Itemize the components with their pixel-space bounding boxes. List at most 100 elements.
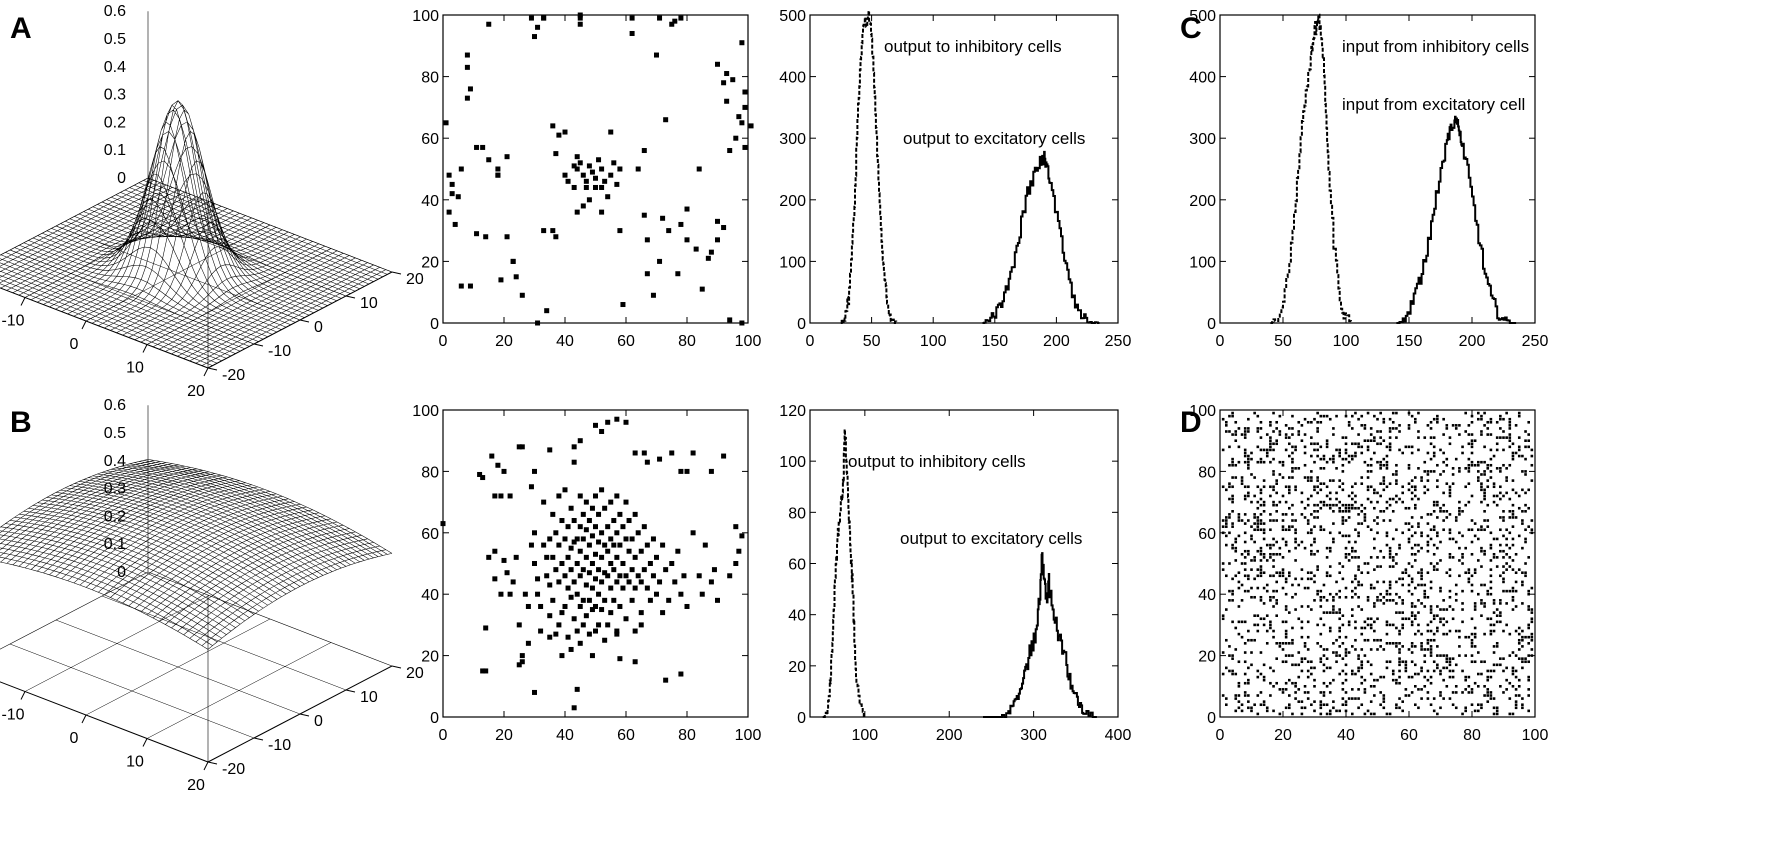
data-point bbox=[1436, 568, 1439, 571]
data-point bbox=[1269, 494, 1272, 498]
data-point bbox=[1291, 595, 1294, 599]
data-point bbox=[1366, 497, 1370, 501]
data-point bbox=[1454, 457, 1458, 461]
data-point bbox=[1495, 709, 1499, 713]
data-point bbox=[565, 554, 571, 560]
data-point bbox=[1436, 645, 1439, 648]
data-point bbox=[1291, 519, 1294, 522]
data-point bbox=[1489, 586, 1493, 590]
data-point bbox=[1477, 672, 1480, 676]
data-point bbox=[1401, 611, 1404, 614]
data-point bbox=[1284, 485, 1288, 489]
data-point bbox=[1316, 642, 1319, 645]
data-point bbox=[593, 628, 598, 634]
data-point bbox=[1492, 602, 1496, 605]
data-point bbox=[1303, 476, 1307, 479]
data-point bbox=[1511, 442, 1515, 446]
y-tick-label: 40 bbox=[421, 587, 439, 604]
data-point bbox=[1316, 549, 1319, 553]
data-point bbox=[599, 579, 605, 585]
data-point bbox=[1407, 583, 1411, 587]
data-point bbox=[1398, 577, 1401, 581]
data-point bbox=[1395, 580, 1398, 584]
data-point bbox=[1256, 694, 1260, 697]
data-point bbox=[1310, 531, 1313, 535]
data-point bbox=[1385, 589, 1389, 593]
data-point bbox=[1269, 620, 1272, 624]
data-point bbox=[1278, 473, 1282, 476]
x-tick bbox=[20, 297, 26, 306]
data-point bbox=[641, 524, 647, 530]
data-point bbox=[1382, 457, 1386, 461]
data-point bbox=[1278, 712, 1282, 716]
y-tick-label: 0 bbox=[430, 710, 439, 727]
data-point bbox=[1297, 700, 1301, 703]
data-point bbox=[1354, 506, 1357, 510]
data-point bbox=[1495, 614, 1499, 617]
data-point bbox=[608, 499, 614, 505]
data-point bbox=[1426, 691, 1430, 694]
data-point bbox=[1429, 528, 1433, 532]
data-point bbox=[1347, 420, 1351, 424]
data-point bbox=[1395, 626, 1398, 630]
data-point bbox=[1310, 494, 1313, 498]
data-point bbox=[1341, 642, 1345, 645]
data-point bbox=[1407, 574, 1411, 578]
data-point bbox=[1303, 445, 1307, 449]
data-point bbox=[1436, 654, 1439, 657]
data-point bbox=[1228, 463, 1231, 467]
data-point bbox=[1228, 445, 1231, 449]
data-point bbox=[1439, 706, 1442, 710]
data-point bbox=[1300, 669, 1304, 673]
y-tick-label: 300 bbox=[1189, 131, 1216, 148]
data-point bbox=[586, 570, 592, 576]
data-point bbox=[666, 597, 672, 603]
data-point bbox=[1382, 595, 1386, 599]
data-point bbox=[1410, 660, 1414, 664]
data-point bbox=[1338, 571, 1341, 575]
data-point bbox=[1281, 537, 1285, 541]
data-point bbox=[1417, 525, 1420, 528]
data-point bbox=[1376, 522, 1379, 525]
data-point bbox=[1328, 592, 1332, 596]
data-point bbox=[1228, 516, 1231, 519]
data-point bbox=[1369, 500, 1373, 504]
data-point bbox=[1300, 635, 1304, 639]
data-point bbox=[574, 536, 580, 542]
data-point bbox=[602, 570, 608, 576]
data-point bbox=[1344, 519, 1348, 522]
axis-x bbox=[0, 681, 209, 763]
data-point bbox=[535, 576, 541, 582]
data-point bbox=[1467, 577, 1471, 581]
data-point bbox=[1344, 442, 1348, 446]
data-point bbox=[1489, 420, 1493, 424]
data-point bbox=[1265, 543, 1269, 547]
data-point bbox=[1237, 445, 1241, 449]
data-point bbox=[1328, 549, 1332, 553]
data-point bbox=[1243, 620, 1247, 624]
data-point bbox=[1247, 638, 1250, 642]
data-point bbox=[1243, 681, 1247, 685]
data-point bbox=[1247, 706, 1250, 710]
data-point bbox=[1448, 669, 1452, 673]
data-point bbox=[1351, 491, 1354, 495]
data-point bbox=[1243, 448, 1247, 452]
data-point bbox=[1448, 660, 1452, 664]
y-tick-label: 80 bbox=[421, 464, 439, 481]
data-point bbox=[1316, 503, 1319, 507]
data-point bbox=[1401, 700, 1404, 703]
data-point bbox=[1511, 595, 1515, 599]
data-point bbox=[1505, 678, 1508, 682]
data-point bbox=[1250, 663, 1253, 667]
data-point bbox=[1351, 645, 1354, 648]
data-point bbox=[1470, 574, 1474, 578]
data-point bbox=[1269, 595, 1272, 599]
z-tick-label: 0.6 bbox=[104, 3, 126, 20]
data-point bbox=[1275, 442, 1278, 446]
data-point bbox=[1369, 583, 1373, 587]
data-point bbox=[1436, 614, 1439, 617]
data-point bbox=[1414, 488, 1417, 492]
data-point bbox=[1313, 666, 1316, 670]
data-point bbox=[1530, 632, 1534, 636]
plot-frame bbox=[442, 409, 749, 718]
